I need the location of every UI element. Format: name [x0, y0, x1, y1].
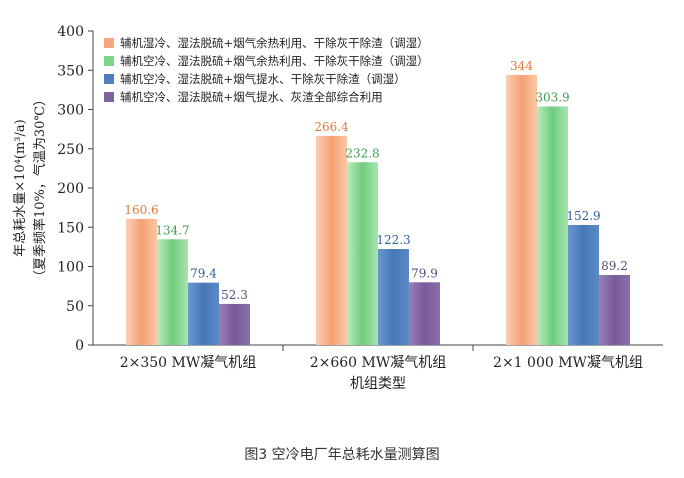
legend-label: 辅机空冷、湿法脱硫+烟气余热利用、干除灰干除渣（调湿） — [120, 54, 429, 68]
y-tick-label: 200 — [57, 181, 84, 197]
bar — [378, 248, 409, 345]
legend-swatch — [104, 38, 114, 48]
legend-swatch — [104, 74, 114, 84]
x-tick-label: 2×1 000 MW凝气机组 — [493, 355, 643, 371]
y-tick-label: 250 — [57, 142, 84, 158]
legend-label: 辅机湿冷、湿法脱硫+烟气余热利用、干除灰干除渣（调湿） — [120, 36, 429, 50]
bar — [219, 303, 250, 345]
y-tick-label: 50 — [66, 299, 84, 315]
bar-value-label: 152.9 — [566, 209, 600, 223]
bar — [188, 282, 219, 345]
y-tick-label: 0 — [75, 338, 84, 354]
bar-value-label: 79.9 — [411, 266, 438, 280]
legend-label: 辅机空冷、湿法脱硫+烟气提水、干除灰干除渣（调湿） — [120, 72, 406, 86]
bar-value-label: 52.3 — [221, 288, 248, 302]
x-tick-label: 2×660 MW凝气机组 — [310, 355, 447, 371]
bar-value-label: 160.6 — [124, 203, 158, 217]
bar — [409, 282, 440, 345]
legend-swatch — [104, 56, 114, 66]
bar — [568, 224, 599, 345]
bar-value-label: 344 — [510, 59, 533, 73]
y-tick-label: 400 — [57, 24, 84, 40]
legend-swatch — [104, 92, 114, 102]
bar-value-label: 134.7 — [155, 223, 189, 237]
bar-value-label: 303.9 — [535, 90, 569, 104]
bar — [157, 239, 188, 345]
bar-value-label: 89.2 — [601, 259, 628, 273]
y-tick-label: 350 — [57, 63, 84, 79]
legend: 辅机湿冷、湿法脱硫+烟气余热利用、干除灰干除渣（调湿） 辅机空冷、湿法脱硫+烟气余… — [104, 36, 429, 104]
bar-value-label: 79.4 — [190, 267, 217, 281]
bar — [126, 218, 157, 345]
y-axis-title-line1: 年总耗水量×10⁴(m³/a) — [13, 119, 28, 256]
bar-value-label: 266.4 — [314, 120, 349, 134]
bar — [316, 135, 347, 345]
bar — [347, 162, 378, 345]
bar — [506, 74, 537, 346]
bar-chart: 0 50 100 150 200 250 300 350 400 2×350 MW凝气机组 2×6… — [13, 24, 663, 392]
y-axis-title-line2: （夏季频率10%，气温为30℃） — [32, 93, 48, 283]
y-tick-label: 100 — [57, 260, 84, 276]
bar-value-label: 232.8 — [345, 146, 379, 160]
figure-caption: 图3 空冷电厂年总耗水量测算图 — [244, 447, 440, 463]
x-axis-title: 机组类型 — [350, 376, 406, 392]
y-tick-label: 150 — [57, 220, 84, 236]
bar-value-label: 122.3 — [376, 233, 410, 247]
legend-label: 辅机空冷、湿法脱硫+烟气提水、灰渣全部综合利用 — [120, 90, 383, 104]
x-tick-label: 2×350 MW凝气机组 — [120, 355, 257, 371]
y-tick-label: 300 — [57, 103, 84, 119]
bar — [537, 106, 568, 345]
bar — [599, 274, 630, 345]
